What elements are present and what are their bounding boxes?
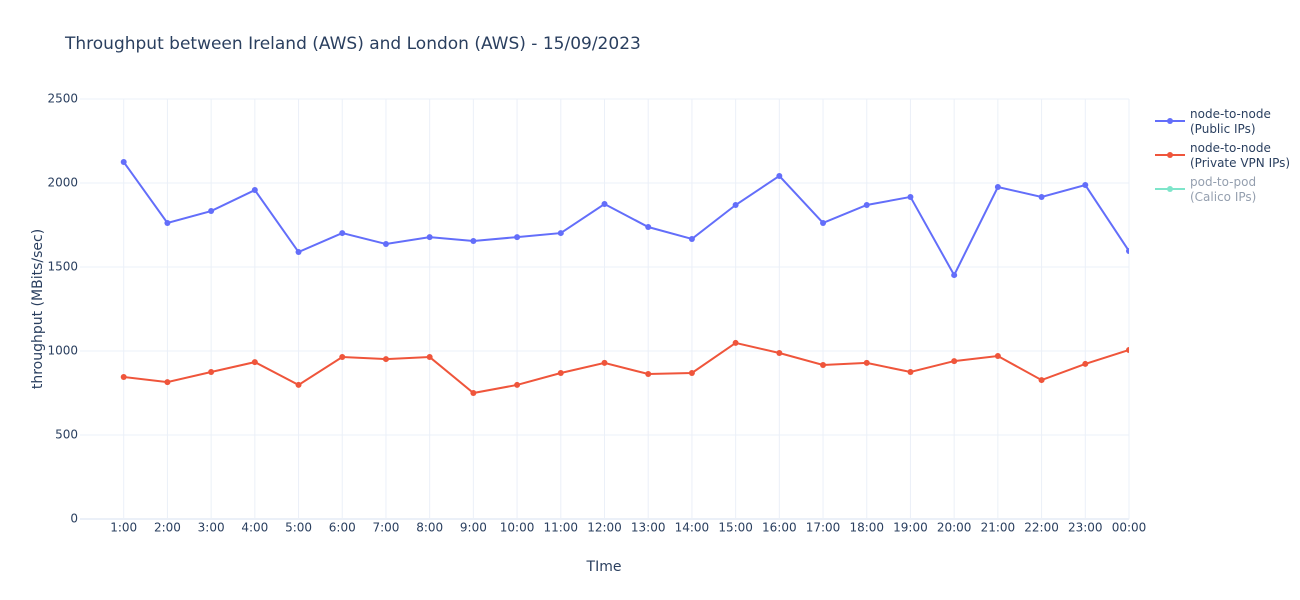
point <box>994 353 1001 360</box>
point <box>907 193 914 200</box>
x-tick-label: 17:00 <box>806 521 841 535</box>
legend-item[interactable]: pod-to-pod (Calico IPs) <box>1155 175 1256 204</box>
point <box>1038 377 1045 384</box>
point <box>208 369 215 375</box>
point <box>426 354 433 361</box>
line <box>123 341 1129 395</box>
y-tick-label: 1500 <box>47 260 78 274</box>
x-tick-label: 10:00 <box>500 521 535 535</box>
point <box>164 379 171 386</box>
point <box>295 381 302 388</box>
point <box>732 202 739 209</box>
legend-label: node-to-node (Private VPN IPs) <box>1190 141 1290 170</box>
point <box>426 234 433 241</box>
point <box>470 237 477 244</box>
x-tick-label: 4:00 <box>241 521 268 535</box>
point <box>688 235 695 242</box>
point <box>514 234 521 241</box>
point <box>601 359 608 366</box>
point <box>732 339 739 346</box>
point <box>951 272 958 279</box>
x-tick-label: 23:00 <box>1068 521 1103 535</box>
point <box>339 230 346 237</box>
x-tick-label: 19:00 <box>893 521 928 535</box>
chart-title: Throughput between Ireland (AWS) and Lon… <box>64 34 641 54</box>
x-tick-label: 5:00 <box>285 521 312 535</box>
x-tick-label: 00:00 <box>1112 521 1147 535</box>
point <box>907 369 914 375</box>
line <box>122 161 1129 278</box>
y-tick-label: 0 <box>70 512 78 526</box>
point <box>164 219 171 226</box>
point <box>295 249 302 256</box>
point <box>688 370 695 377</box>
x-tick-label: 12:00 <box>587 521 622 535</box>
x-tick-label: 21:00 <box>981 521 1016 535</box>
legend-item[interactable]: node-to-node (Private VPN IPs) <box>1155 141 1290 170</box>
point <box>382 240 389 247</box>
point <box>645 224 652 231</box>
point <box>776 172 783 179</box>
point <box>1126 248 1129 255</box>
point <box>1126 346 1129 353</box>
series <box>120 159 1129 279</box>
point <box>863 202 870 209</box>
legend-label: pod-to-pod (Calico IPs) <box>1190 175 1256 204</box>
x-tick-label: 3:00 <box>198 521 225 535</box>
point <box>251 187 258 194</box>
x-tick-label: 22:00 <box>1024 521 1059 535</box>
point <box>514 381 521 388</box>
x-tick-label: 14:00 <box>675 521 710 535</box>
x-tick-label: 1:00 <box>110 521 137 535</box>
point <box>470 390 477 396</box>
point <box>1082 360 1089 367</box>
legend-label: node-to-node (Public IPs) <box>1190 107 1271 136</box>
x-axis-title: TIme <box>586 559 622 575</box>
point <box>951 358 958 365</box>
x-tick-label: 11:00 <box>543 521 578 535</box>
x-tick-label: 7:00 <box>372 521 399 535</box>
point <box>601 201 608 207</box>
x-tick-label: 2:00 <box>154 521 181 535</box>
point <box>820 361 827 368</box>
y-tick-label: 2000 <box>47 176 78 190</box>
point <box>863 359 870 366</box>
x-tick-label: 20:00 <box>937 521 972 535</box>
point <box>120 374 127 381</box>
point <box>776 350 783 357</box>
x-tick-label: 9:00 <box>460 521 487 535</box>
point <box>251 359 258 366</box>
point <box>1038 193 1045 200</box>
x-tick-label: 8:00 <box>416 521 443 535</box>
y-tick-label: 1000 <box>47 344 78 358</box>
x-tick-label: 16:00 <box>762 521 797 535</box>
x-tick-label: 6:00 <box>329 521 356 535</box>
y-tick-label: 2500 <box>47 92 78 106</box>
x-tick-label: 13:00 <box>631 521 666 535</box>
point <box>1082 182 1089 189</box>
legend-item[interactable]: node-to-node (Public IPs) <box>1155 107 1271 136</box>
point <box>994 184 1001 191</box>
point <box>820 219 827 226</box>
legend-marker <box>1167 118 1173 124</box>
legend-marker <box>1167 186 1173 192</box>
x-tick-label: 18:00 <box>849 521 884 535</box>
y-tick-label: 500 <box>55 428 78 442</box>
point <box>557 230 564 237</box>
point <box>339 354 346 361</box>
x-tick-label: 15:00 <box>718 521 753 535</box>
point <box>382 356 389 363</box>
point <box>208 208 215 215</box>
point <box>120 159 127 165</box>
series <box>120 339 1129 396</box>
y-axis-title: throughput (MBits/sec) <box>30 229 46 389</box>
legend-marker <box>1167 152 1173 158</box>
point <box>645 371 652 378</box>
point <box>557 370 564 377</box>
